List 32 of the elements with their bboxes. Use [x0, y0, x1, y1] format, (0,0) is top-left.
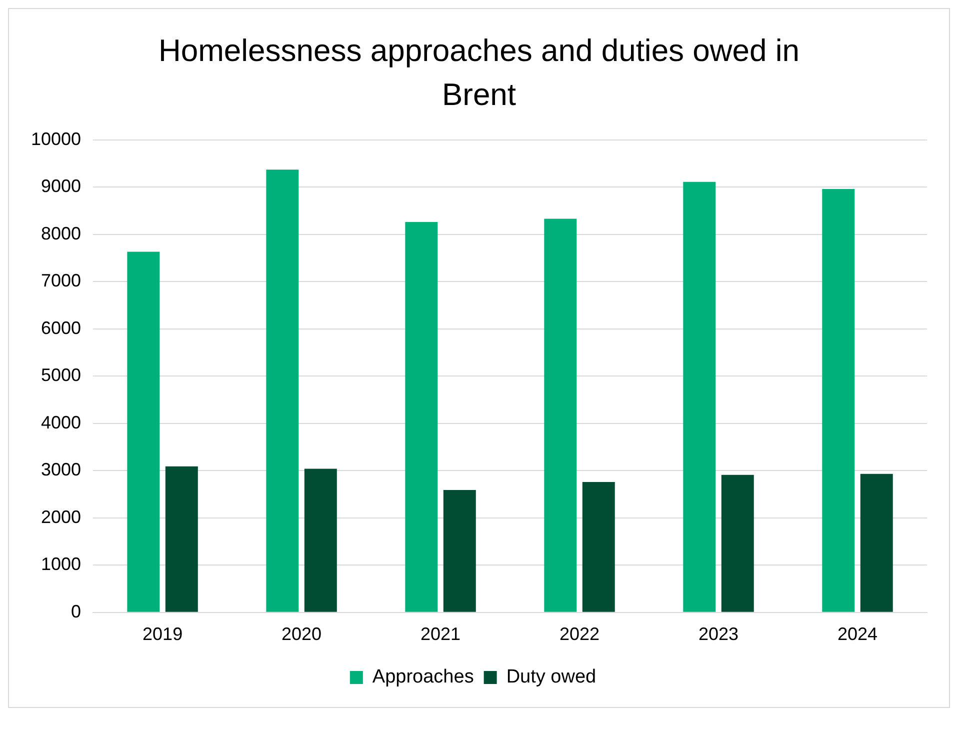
bar: [860, 474, 893, 612]
y-tick-label: 10000: [30, 128, 82, 149]
bar: [582, 482, 615, 612]
chart-title: Homelessness approaches and duties owed in Brent: [157, 32, 801, 114]
bar: [304, 468, 337, 612]
x-tick-label: 2019: [142, 624, 183, 644]
bar: [266, 170, 299, 612]
bar: [127, 252, 160, 612]
y-tick-label: 1000: [41, 554, 82, 574]
bar: [822, 188, 855, 612]
x-tick-label: 2021: [420, 624, 461, 644]
y-tick-label: 7000: [41, 270, 82, 291]
x-tick-label: 2022: [560, 624, 600, 644]
y-tick-label: 9000: [41, 176, 82, 196]
legend-label: Approaches: [372, 666, 474, 688]
y-tick-label: 3000: [41, 460, 82, 480]
y-tick-label: 8000: [41, 223, 82, 244]
bar: [405, 222, 438, 612]
bar: [443, 490, 476, 612]
x-tick-label: 2023: [698, 624, 739, 644]
x-tick-label: 2020: [282, 624, 322, 644]
x-tick-label: 2024: [837, 624, 878, 644]
bar: [165, 466, 198, 612]
y-tick-label: 5000: [41, 365, 82, 386]
bar: [683, 182, 716, 612]
bar: [544, 218, 577, 612]
bar: [721, 474, 754, 612]
y-tick-label: 0: [71, 601, 82, 622]
y-tick-label: 4000: [41, 412, 82, 432]
y-tick-label: 6000: [41, 318, 82, 338]
legend-label: Duty owed: [506, 666, 596, 688]
y-tick-label: 2000: [41, 506, 82, 527]
